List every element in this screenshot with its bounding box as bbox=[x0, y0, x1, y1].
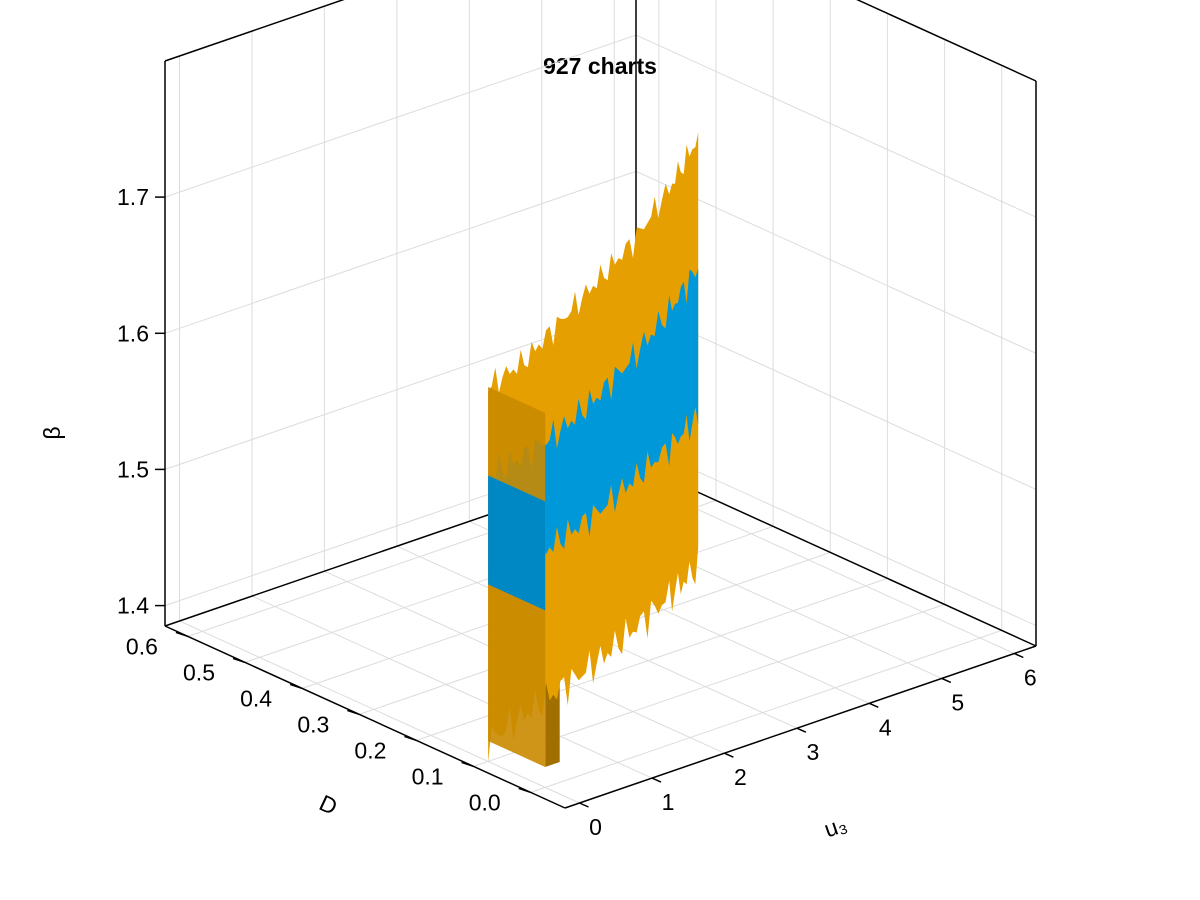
x-tick bbox=[579, 802, 589, 808]
axis-spine bbox=[856, 0, 1037, 82]
x-tick-label: 1 bbox=[662, 789, 675, 815]
z-tick-label: 1.4 bbox=[117, 593, 149, 619]
x-tick-label: 4 bbox=[879, 714, 892, 740]
x-tick-label: 2 bbox=[734, 764, 747, 790]
y-tick-label: 0.2 bbox=[354, 737, 386, 763]
y-axis-label: D bbox=[315, 789, 341, 820]
z-tick-label: 1.5 bbox=[117, 456, 149, 482]
y-tick bbox=[404, 735, 417, 742]
x-tick-label: 3 bbox=[807, 739, 820, 765]
y-tick bbox=[518, 787, 531, 794]
x-tick bbox=[796, 727, 807, 733]
x-tick bbox=[651, 777, 662, 783]
z-tick-label: 1.6 bbox=[117, 320, 149, 346]
axis-spine bbox=[164, 0, 345, 62]
axis-spine bbox=[635, 463, 1037, 647]
x-tick bbox=[868, 702, 879, 708]
grid-line-floor-x bbox=[251, 595, 653, 779]
grid-line-sidewall-z bbox=[635, 34, 1037, 218]
grid-line-floor-x bbox=[179, 620, 580, 804]
axis-spine bbox=[564, 645, 1037, 809]
x-tick-label: 0 bbox=[589, 814, 602, 840]
y-tick-label: 0.1 bbox=[412, 763, 444, 789]
grid-line-sidewall-z bbox=[635, 443, 1037, 627]
z-tick-label: 1.7 bbox=[117, 184, 149, 210]
x-tick bbox=[724, 752, 734, 758]
x-tick bbox=[941, 677, 952, 684]
tick-layer: 0 1 2 3 4 5 6 0.0 0.1 0.2 0.3 0.4 0.5 0.6 1.4 1.5 1.6 1.7 bbox=[117, 184, 1037, 840]
grid-line-backwall-z bbox=[164, 34, 637, 198]
axis-label-layer: u₃ Dβ bbox=[39, 426, 850, 842]
grid-line-sidewall-z bbox=[635, 170, 1037, 354]
x-tick bbox=[1013, 652, 1024, 659]
grid-line-floor-y bbox=[530, 629, 1002, 793]
grid-line-sidewall-z bbox=[635, 306, 1037, 490]
x-tick-label: 5 bbox=[951, 689, 964, 715]
surface-front-strip-band bbox=[488, 475, 546, 611]
y-tick bbox=[175, 631, 189, 638]
y-tick-label: 0.6 bbox=[126, 633, 158, 659]
grid-line-floor-y bbox=[416, 577, 888, 741]
chart-title: 927 charts bbox=[543, 53, 657, 79]
axis-spine bbox=[164, 625, 566, 809]
x-tick-label: 6 bbox=[1024, 665, 1037, 691]
y-tick-label: 0.0 bbox=[469, 789, 501, 815]
y-tick-label: 0.3 bbox=[297, 711, 329, 737]
y-tick-label: 0.5 bbox=[183, 659, 215, 685]
z-axis-label: β bbox=[39, 426, 65, 439]
grid-line-backwall-z bbox=[164, 170, 637, 334]
y-tick bbox=[232, 657, 246, 664]
y-tick-label: 0.4 bbox=[240, 685, 272, 711]
axis-frame bbox=[164, 0, 1037, 809]
y-tick bbox=[461, 761, 474, 768]
x-axis-label: u₃ bbox=[821, 811, 850, 843]
y-tick bbox=[289, 683, 303, 690]
surface-layer bbox=[488, 132, 699, 767]
y-tick bbox=[347, 709, 360, 716]
